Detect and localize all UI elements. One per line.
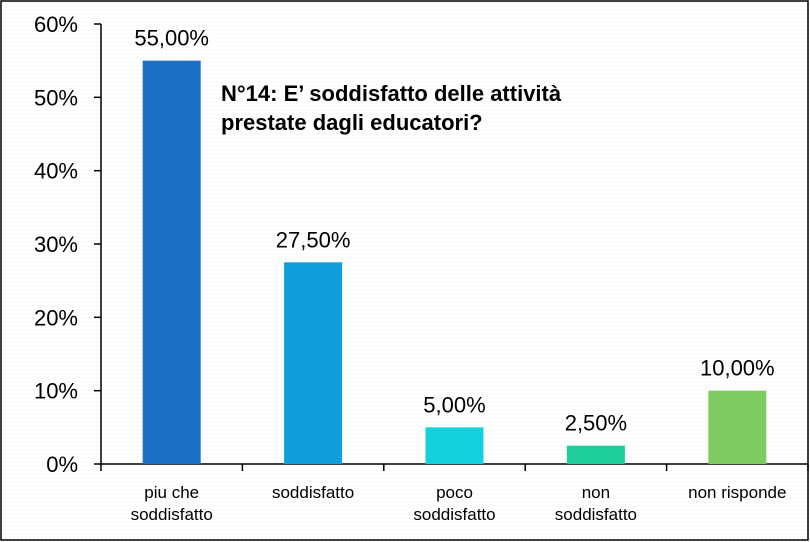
y-tick-label: 20% (34, 305, 78, 330)
data-label: 5,00% (423, 392, 485, 417)
chart-title-line-1: N°14: E’ soddisfatto delle attività (221, 81, 562, 106)
y-tick-label: 40% (34, 159, 78, 184)
category-label-line: poco (436, 483, 473, 502)
chart-title-line-2: prestate dagli educatori? (221, 110, 483, 135)
category-label: non risponde (688, 483, 786, 502)
data-labels: 55,00% 27,50% 5,00% 2,50% 10,00% (134, 26, 774, 436)
bar (142, 60, 201, 465)
category-label-line: soddisfatto (413, 505, 495, 524)
bar (708, 390, 767, 464)
category-label: piu che soddisfatto (131, 483, 213, 524)
y-tick-label: 0% (46, 452, 78, 477)
bar (425, 427, 484, 464)
category-label-line: soddisfatto (131, 505, 213, 524)
data-label: 10,00% (700, 356, 775, 381)
category-label: soddisfatto (272, 483, 354, 502)
category-label-line: piu che (144, 483, 199, 502)
bar (284, 262, 343, 464)
data-label: 55,00% (134, 26, 209, 51)
category-labels: piu che soddisfatto soddisfatto poco soddisf… (131, 483, 787, 524)
y-tick-label: 30% (34, 232, 78, 257)
category-label-line: non risponde (688, 483, 786, 502)
x-axis (100, 463, 809, 471)
category-label: non soddisfatto (555, 483, 637, 524)
data-label: 2,50% (565, 411, 627, 436)
y-tick-label: 50% (34, 85, 78, 110)
y-tick-label: 10% (34, 379, 78, 404)
bars (142, 60, 767, 465)
y-tick-label: 60% (34, 12, 78, 37)
data-label: 27,50% (276, 227, 351, 252)
category-label-line: non (582, 483, 610, 502)
category-label-line: soddisfatto (272, 483, 354, 502)
category-label: poco soddisfatto (413, 483, 495, 524)
y-axis: 0% 10% 20% 30% 40% 50% 60% (34, 12, 102, 477)
bar (566, 445, 625, 464)
category-label-line: soddisfatto (555, 505, 637, 524)
chart-title: N°14: E’ soddisfatto delle attività pres… (221, 81, 567, 135)
